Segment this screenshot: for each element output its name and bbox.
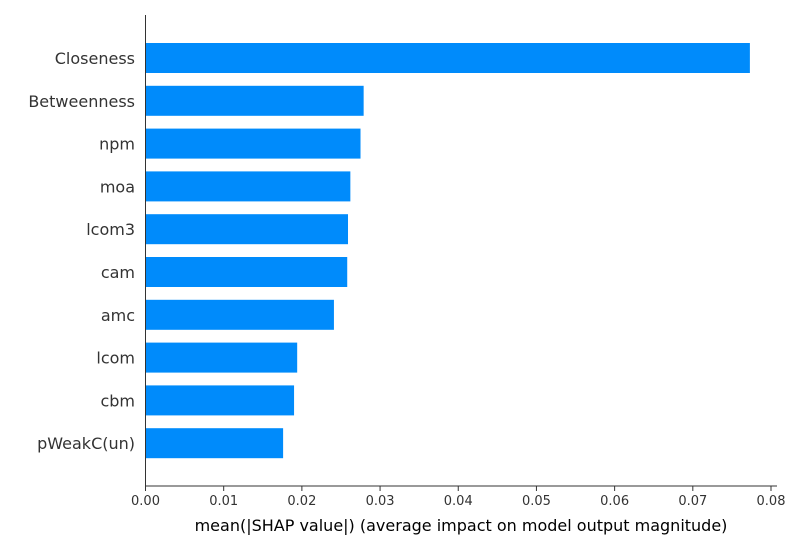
bar-lcom3 bbox=[145, 214, 349, 245]
bar-closeness bbox=[145, 43, 750, 73]
x-axis-title: mean(|SHAP value|) (average impact on mo… bbox=[195, 516, 728, 535]
category-label-betweenness: Betweenness bbox=[28, 92, 135, 111]
category-label-cbm: cbm bbox=[100, 391, 135, 410]
bar-cam bbox=[145, 257, 348, 287]
bar-pweakc-un bbox=[145, 428, 284, 459]
bar-moa bbox=[145, 171, 351, 202]
x-tick-label: 0.00 bbox=[131, 494, 160, 509]
category-label-closeness: Closeness bbox=[55, 49, 135, 68]
category-labels: Closeness Betweenness npm moa lcom3 cam amc lco… bbox=[28, 49, 135, 453]
x-tick-label: 0.02 bbox=[287, 494, 316, 509]
x-tick-label: 0.08 bbox=[757, 494, 786, 509]
x-tick-label: 0.05 bbox=[522, 494, 551, 509]
bars-group bbox=[145, 43, 750, 459]
bar-amc bbox=[145, 299, 334, 330]
category-label-npm: npm bbox=[99, 135, 135, 154]
category-label-lcom3: lcom3 bbox=[86, 220, 135, 239]
x-tick-label: 0.03 bbox=[366, 494, 395, 509]
category-label-amc: amc bbox=[101, 306, 135, 325]
x-tick-label: 0.06 bbox=[600, 494, 629, 509]
category-label-pweakc-un: pWeakC(un) bbox=[37, 434, 135, 453]
x-axis-ticks: 0.00 0.01 0.02 0.03 0.04 0.05 0.06 0.07 0.08 bbox=[131, 486, 785, 509]
bar-npm bbox=[145, 128, 361, 159]
x-tick-label: 0.04 bbox=[444, 494, 473, 509]
bar-lcom bbox=[145, 342, 298, 373]
category-label-lcom: lcom bbox=[96, 349, 135, 368]
category-label-moa: moa bbox=[100, 177, 135, 196]
x-tick-label: 0.07 bbox=[678, 494, 707, 509]
x-tick-label: 0.01 bbox=[209, 494, 238, 509]
bar-betweenness bbox=[145, 85, 364, 116]
bar-cbm bbox=[145, 385, 295, 416]
category-label-cam: cam bbox=[101, 263, 135, 282]
